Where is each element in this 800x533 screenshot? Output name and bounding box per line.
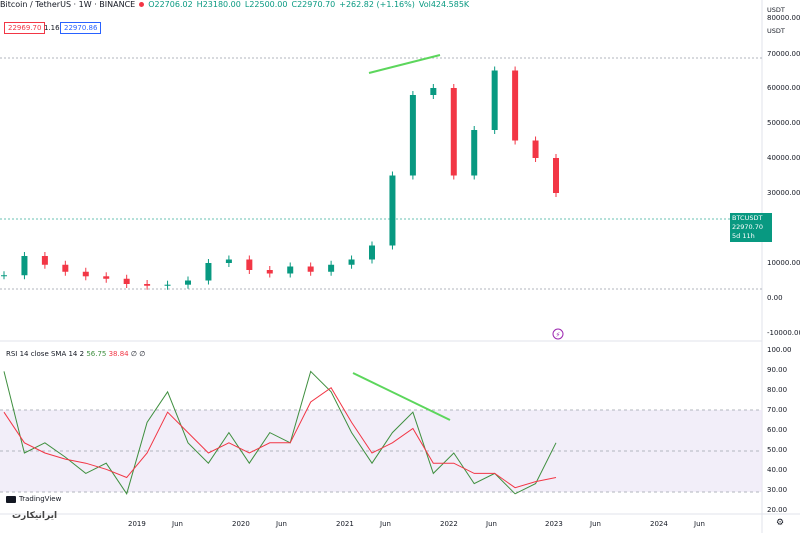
candle <box>471 130 478 176</box>
rsi-value: 56.75 <box>86 350 107 358</box>
symbol-title: Bitcoin / TetherUS · 1W · BINANCE <box>0 0 136 9</box>
price-axis-top: 80000.00 <box>767 14 800 22</box>
candle <box>512 70 519 141</box>
candle <box>144 284 151 286</box>
rsi-sma-value: 38.84 <box>108 350 129 358</box>
candle <box>491 70 498 130</box>
ohlc-high: H23180.00 <box>196 0 241 9</box>
time-tick: Jun <box>694 520 705 528</box>
price-tick: 30000.00 <box>767 189 800 197</box>
sell-price-button[interactable]: 22969.70 <box>4 22 46 34</box>
rsi-legend[interactable]: RSI 14 close SMA 14 2 56.75 38.84 ∅ ∅ <box>6 350 145 358</box>
rsi-tick: 70.00 <box>767 406 788 414</box>
candle <box>307 266 314 272</box>
price-tick: 60000.00 <box>767 84 800 92</box>
rsi-title: RSI 14 close SMA 14 2 <box>6 350 85 358</box>
price-tick: 50000.00 <box>767 119 800 127</box>
rsi-tick: 40.00 <box>767 466 788 474</box>
tradingview-logo[interactable]: TradingView <box>6 495 61 503</box>
lightning-icon <box>552 328 564 340</box>
candle <box>225 259 232 263</box>
ohlc-close: C22970.70 <box>291 0 336 9</box>
settings-gear-icon[interactable]: ⚙ <box>776 518 785 528</box>
time-tick: 2019 <box>128 520 146 528</box>
candle <box>123 278 130 284</box>
lightning-glyph: ⚡ <box>556 331 561 339</box>
symbol-header: Bitcoin / TetherUS · 1W · BINANCE O22706… <box>0 0 800 9</box>
rsi-trendline <box>352 372 451 421</box>
candle <box>82 271 89 277</box>
candle <box>185 280 191 285</box>
spread-value: 1.16 <box>44 24 60 32</box>
ohlc-low: L22500.00 <box>244 0 288 9</box>
price-tick: 0.00 <box>767 294 783 302</box>
candle <box>389 175 396 246</box>
candle <box>103 276 110 279</box>
unit-label: USDT <box>767 27 785 35</box>
candle <box>287 266 294 274</box>
rsi-tick: 50.00 <box>767 446 788 454</box>
time-tick: 2024 <box>650 520 668 528</box>
price-tag-price: 22970.70 <box>732 223 764 231</box>
price-tag-symbol: BTCUSDT <box>732 214 763 222</box>
rsi-sma-line <box>3 386 557 489</box>
candle <box>62 264 69 272</box>
currency-label[interactable]: USDT <box>767 6 785 14</box>
candle <box>409 95 416 176</box>
rsi-tick: 30.00 <box>767 486 788 494</box>
time-tick: Jun <box>486 520 497 528</box>
price-tick: 10000.00 <box>767 259 800 267</box>
candles-group <box>1 66 559 290</box>
candle <box>553 158 559 193</box>
candle <box>246 259 253 270</box>
rsi-tick: 20.00 <box>767 506 788 514</box>
time-tick: Jun <box>172 520 183 528</box>
ohlc-open: O22706.02 <box>148 0 193 9</box>
last-price-tag: BTCUSDT 22970.70 5d 11h <box>730 213 772 242</box>
candle <box>532 140 539 158</box>
candle <box>1 275 7 277</box>
market-status-icon <box>139 2 145 7</box>
tradingview-logo-text: TradingView <box>19 495 62 503</box>
candle <box>328 264 335 272</box>
price-trendline <box>368 54 441 74</box>
candle <box>266 270 273 274</box>
volume-readout: Vol424.585K <box>418 0 470 9</box>
price-tick: 70000.00 <box>767 50 800 58</box>
time-tick: 2020 <box>232 520 250 528</box>
rsi-na-values: ∅ ∅ <box>130 350 146 358</box>
buy-price-button[interactable]: 22970.86 <box>60 22 102 34</box>
candle <box>348 259 355 265</box>
candle <box>450 88 457 176</box>
rsi-tick: 100.00 <box>767 346 792 354</box>
candle <box>369 245 375 260</box>
candle <box>164 284 171 286</box>
price-change: +262.82 (+1.16%) <box>339 0 415 9</box>
price-tick: 40000.00 <box>767 154 800 162</box>
time-tick: Jun <box>380 520 391 528</box>
time-tick: 2021 <box>336 520 354 528</box>
rsi-group <box>3 370 557 495</box>
rsi-tick: 80.00 <box>767 386 788 394</box>
tradingview-icon <box>6 495 16 503</box>
price-tick: -10000.00 <box>767 329 800 337</box>
time-tick: Jun <box>590 520 601 528</box>
time-tick: 2022 <box>440 520 458 528</box>
price-tag-countdown: 5d 11h <box>732 232 755 240</box>
candle <box>21 256 28 276</box>
rsi-tick: 90.00 <box>767 366 788 374</box>
candle <box>205 263 212 281</box>
time-tick: 2023 <box>545 520 563 528</box>
watermark: ایرانیکارت <box>12 511 58 521</box>
candle <box>430 88 437 95</box>
candle <box>41 256 48 265</box>
time-tick: Jun <box>276 520 287 528</box>
rsi-tick: 60.00 <box>767 426 788 434</box>
